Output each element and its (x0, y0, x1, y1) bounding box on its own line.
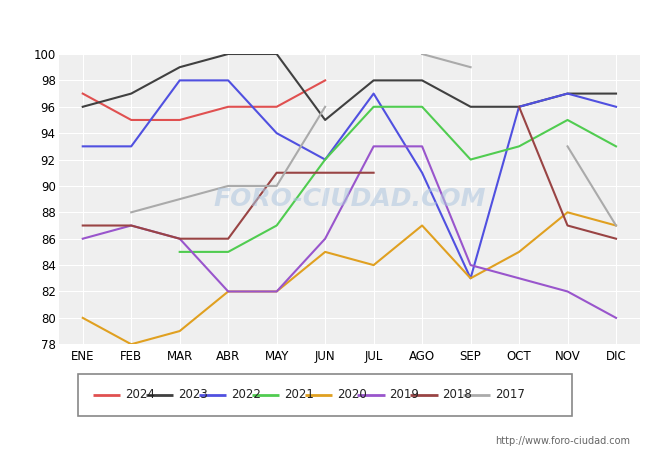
Text: 2024: 2024 (125, 388, 155, 401)
Text: 2023: 2023 (178, 388, 207, 401)
Text: http://www.foro-ciudad.com: http://www.foro-ciudad.com (495, 436, 630, 446)
FancyBboxPatch shape (78, 374, 572, 416)
Text: 2022: 2022 (231, 388, 261, 401)
Text: FORO-CIUDAD.COM: FORO-CIUDAD.COM (213, 187, 486, 211)
Text: Afiliados en Las Berlanas a 31/5/2024: Afiliados en Las Berlanas a 31/5/2024 (168, 16, 482, 34)
Text: 2017: 2017 (495, 388, 525, 401)
Text: 2019: 2019 (389, 388, 419, 401)
Text: 2020: 2020 (337, 388, 367, 401)
Text: 2021: 2021 (283, 388, 313, 401)
Text: 2018: 2018 (443, 388, 473, 401)
